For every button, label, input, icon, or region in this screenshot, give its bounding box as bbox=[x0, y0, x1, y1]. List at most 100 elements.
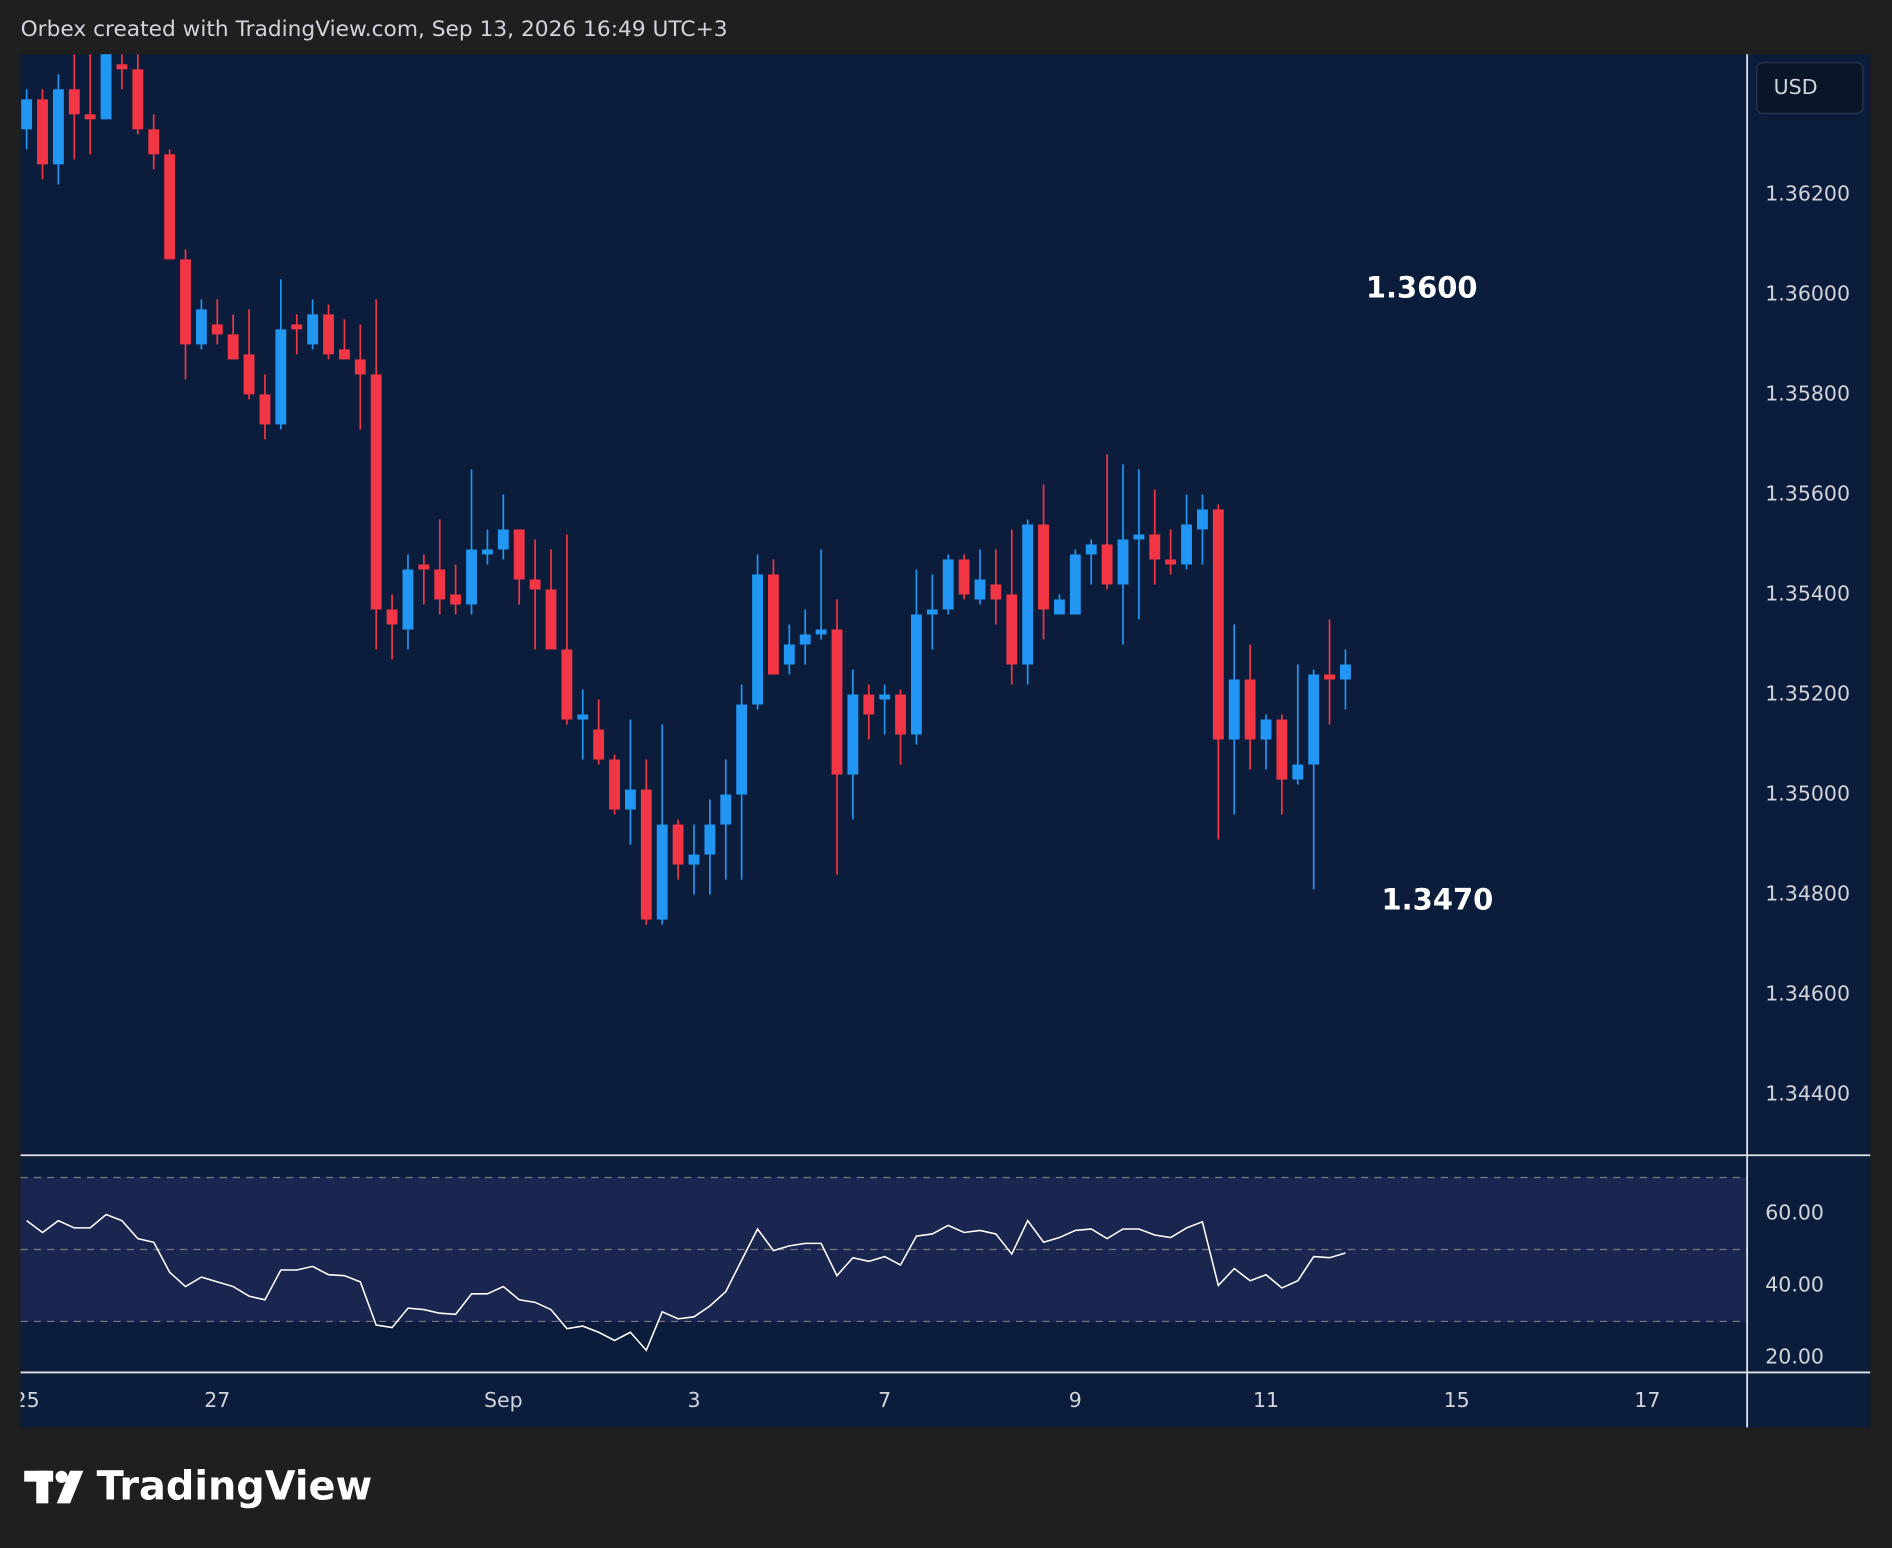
candle-body bbox=[847, 694, 859, 775]
candle-body bbox=[1069, 554, 1081, 615]
header: Orbex created with TradingView.com, Sep … bbox=[21, 17, 728, 42]
candle-body bbox=[227, 334, 239, 360]
y-tick-label: 1.35600 bbox=[1765, 481, 1850, 505]
candle-body bbox=[338, 349, 350, 360]
candle-body bbox=[116, 64, 128, 70]
candle-body bbox=[1054, 599, 1065, 615]
candle-body bbox=[974, 579, 986, 600]
candle-body bbox=[402, 569, 414, 630]
candle-body bbox=[1308, 674, 1320, 765]
price-pane bbox=[21, 54, 1351, 925]
candle-body bbox=[911, 614, 922, 735]
candle-body bbox=[815, 629, 827, 635]
x-tick-label: 27 bbox=[204, 1388, 230, 1412]
candle-body bbox=[863, 694, 875, 715]
candle-body bbox=[1038, 524, 1049, 610]
candle-body bbox=[609, 759, 620, 810]
x-tick-label: 7 bbox=[878, 1388, 891, 1412]
candle-body bbox=[704, 824, 716, 855]
candle-body bbox=[386, 609, 398, 625]
candle-body bbox=[418, 564, 430, 570]
candle-body bbox=[545, 589, 557, 650]
candle-body bbox=[799, 634, 811, 645]
candle-body bbox=[1181, 524, 1192, 565]
candle-body bbox=[720, 794, 732, 825]
candle-body bbox=[21, 99, 33, 130]
x-tick-label: 25 bbox=[14, 1388, 40, 1412]
x-tick-label: 15 bbox=[1444, 1388, 1470, 1412]
y-tick-label: 1.35000 bbox=[1765, 782, 1850, 806]
annotation: 1.3600 bbox=[1366, 271, 1478, 305]
candle-body bbox=[736, 704, 748, 795]
candle-body bbox=[1165, 559, 1177, 565]
candle-body bbox=[307, 314, 319, 345]
candle-body bbox=[1197, 509, 1208, 530]
candle-body bbox=[926, 609, 938, 615]
candle-body bbox=[84, 114, 96, 120]
candle-body bbox=[752, 574, 763, 705]
logo-shape bbox=[56, 1470, 84, 1504]
candle-body bbox=[1260, 719, 1272, 740]
candle-body bbox=[593, 729, 605, 760]
candle-body bbox=[895, 694, 906, 735]
candle-body bbox=[879, 694, 891, 700]
y-tick-label: 1.34800 bbox=[1765, 882, 1850, 906]
y-tick-label: 1.34400 bbox=[1765, 1082, 1850, 1106]
candle-body bbox=[481, 549, 493, 555]
candle-body bbox=[52, 89, 64, 165]
candle-body bbox=[783, 644, 795, 665]
y-tick-label: 1.36200 bbox=[1765, 181, 1850, 205]
candle-body bbox=[990, 584, 1002, 600]
x-axis: 25 27 Sep 3 7 9 11 15 17 bbox=[14, 1388, 1661, 1412]
candle-body bbox=[1101, 544, 1113, 585]
candle-body bbox=[1085, 544, 1097, 555]
candle-body bbox=[1292, 764, 1304, 780]
rsi-line bbox=[26, 1213, 1346, 1352]
candle-body bbox=[656, 824, 668, 920]
candle-body bbox=[37, 99, 48, 165]
candle-body bbox=[180, 259, 191, 345]
candle-body bbox=[466, 549, 477, 605]
candle-body bbox=[370, 374, 382, 610]
candle-body bbox=[1340, 664, 1351, 680]
candle-body bbox=[688, 854, 700, 865]
candle-body bbox=[1276, 719, 1288, 780]
candle-body bbox=[243, 354, 255, 395]
candle-body bbox=[1117, 539, 1129, 585]
candle-body bbox=[768, 574, 779, 675]
candle-body bbox=[1149, 534, 1161, 560]
candle-body bbox=[831, 629, 843, 775]
candle-body bbox=[1212, 509, 1224, 740]
x-tick-label: 17 bbox=[1634, 1388, 1660, 1412]
y-tick-label: 1.36000 bbox=[1765, 281, 1850, 305]
candle-body bbox=[577, 714, 589, 720]
y-tick-label: 1.35800 bbox=[1765, 381, 1850, 405]
y-tick-label: 1.35400 bbox=[1765, 581, 1850, 605]
currency-badge[interactable] bbox=[1756, 62, 1864, 115]
candle-body bbox=[1324, 674, 1335, 680]
candle-body bbox=[1006, 594, 1018, 665]
candle-body bbox=[68, 89, 80, 115]
candle-body bbox=[434, 569, 446, 600]
candle-body bbox=[275, 329, 287, 425]
rsi-tick-label: 20.00 bbox=[1765, 1344, 1824, 1368]
candle-body bbox=[1244, 679, 1256, 740]
candle-body bbox=[100, 54, 112, 120]
candle-body bbox=[164, 154, 176, 260]
candle-body bbox=[513, 529, 525, 580]
x-tick-label: 9 bbox=[1069, 1388, 1082, 1412]
candle-body bbox=[1133, 534, 1145, 540]
brand-name: TradingView bbox=[97, 1463, 373, 1509]
candle-body bbox=[291, 324, 303, 330]
candle-body bbox=[942, 559, 954, 610]
candle-body bbox=[672, 824, 684, 865]
logo-shape bbox=[36, 1470, 49, 1504]
x-tick-label: 11 bbox=[1253, 1388, 1279, 1412]
annotation: 1.3470 bbox=[1382, 882, 1494, 916]
currency-label: USD bbox=[1774, 75, 1818, 99]
x-tick-label: Sep bbox=[484, 1388, 523, 1412]
candle-body bbox=[148, 129, 160, 155]
y-tick-label: 1.34600 bbox=[1765, 982, 1850, 1006]
